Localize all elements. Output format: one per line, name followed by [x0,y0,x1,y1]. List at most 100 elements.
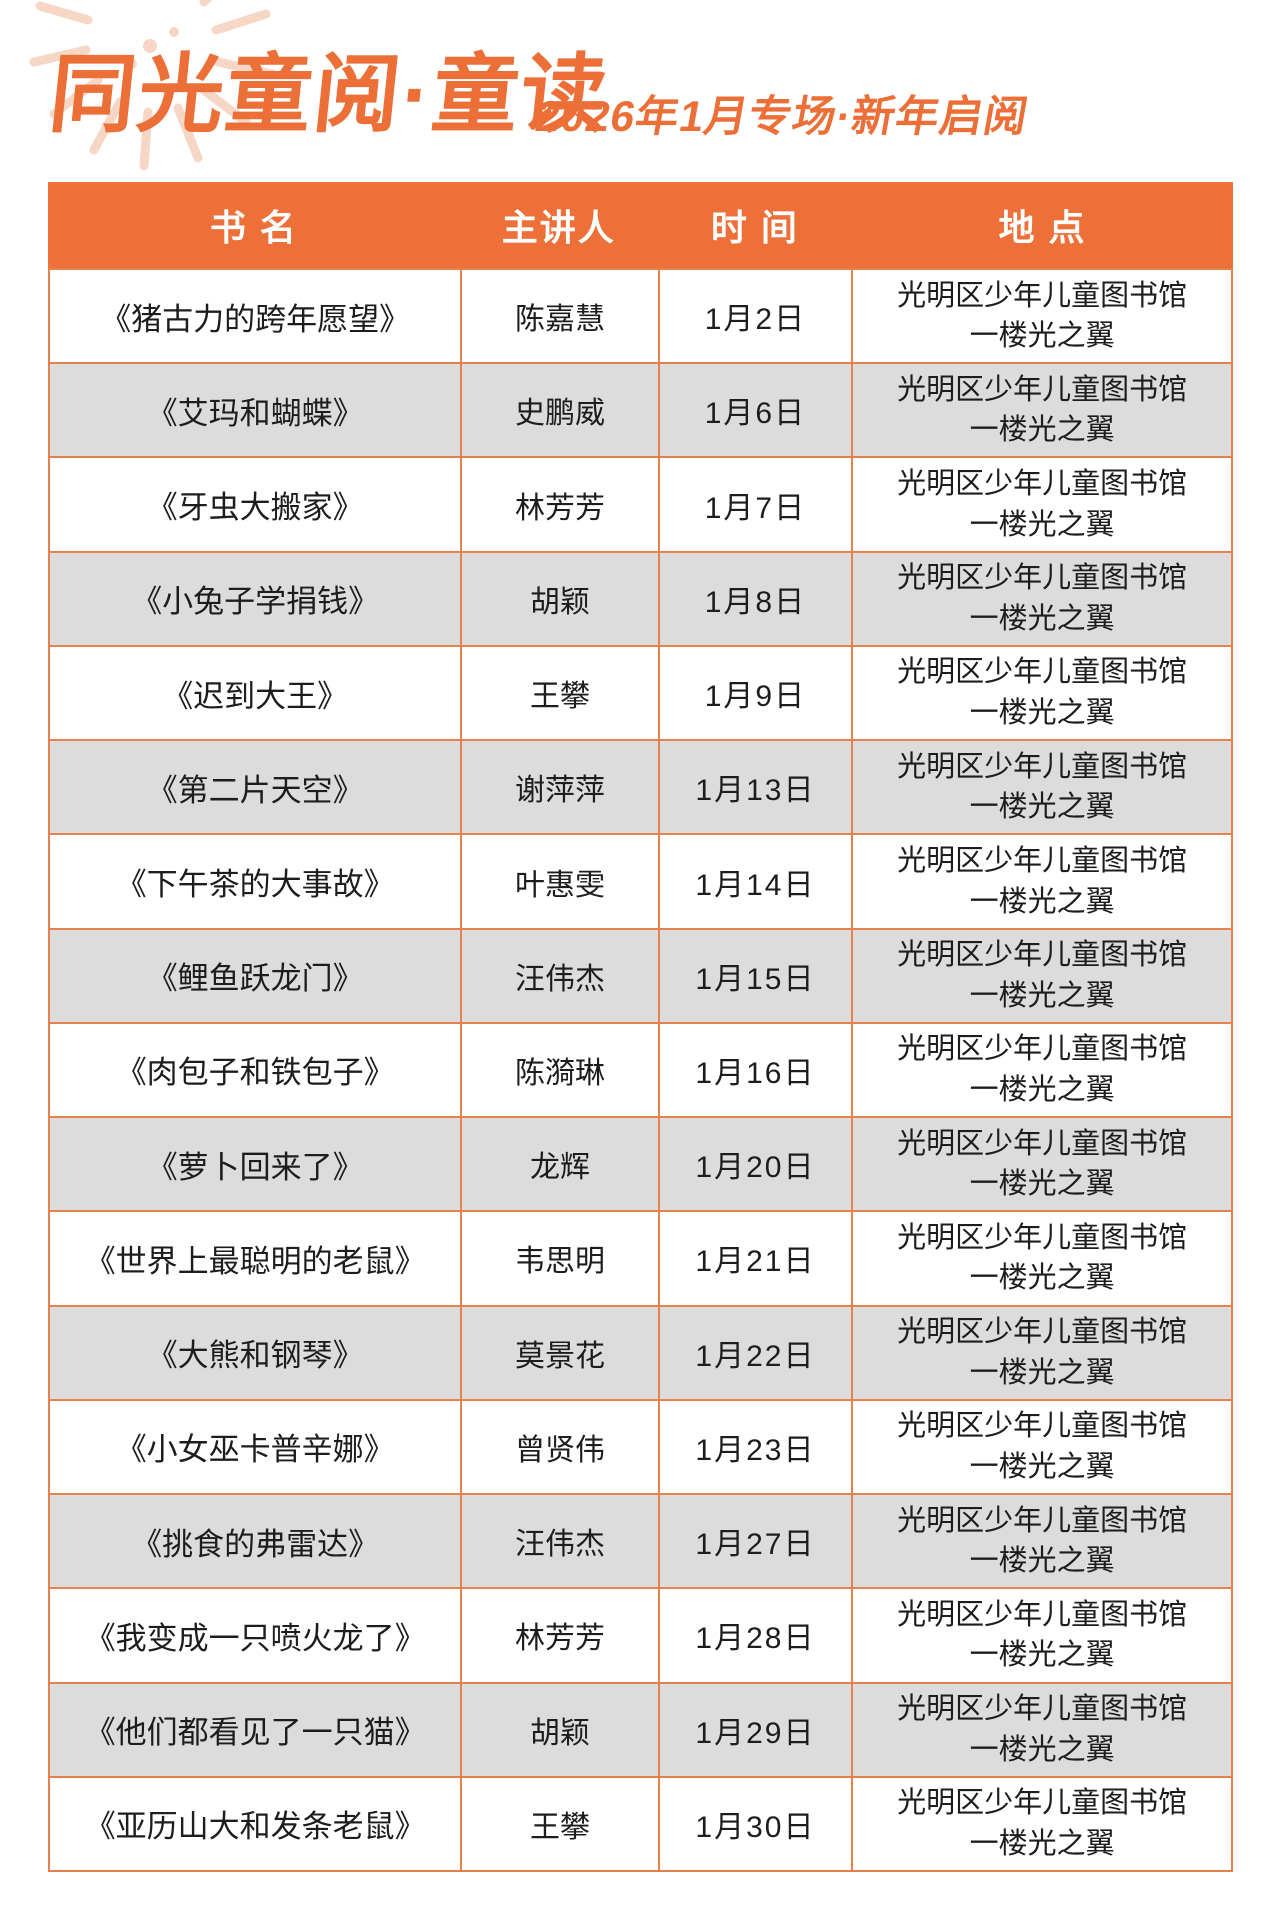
location-line-1: 光明区少年儿童图书馆 [897,656,1188,689]
speaker-cell: 莫景花 [460,1306,657,1399]
table-row: 《小女巫卡普辛娜》 曾贤伟 1月23日 光明区少年儿童图书馆 一楼光之翼 [50,1398,1231,1494]
location-line-2: 一楼光之翼 [969,1545,1115,1578]
header-time: 时 间 [710,207,799,248]
location-cell: 光明区少年儿童图书馆 一楼光之翼 [851,1589,1231,1682]
location-line-1: 光明区少年儿童图书馆 [897,1127,1188,1160]
location-line-1: 光明区少年儿童图书馆 [897,1410,1188,1443]
location-line-2: 一楼光之翼 [969,697,1115,730]
date-cell: 1月15日 [657,929,852,1022]
location-line-1: 光明区少年儿童图书馆 [897,844,1188,877]
location-line-2: 一楼光之翼 [969,885,1115,918]
date-cell: 1月21日 [657,1212,852,1305]
book-title-cell: 《亚历山大和发条老鼠》 [84,1809,426,1845]
location-cell: 光明区少年儿童图书馆 一楼光之翼 [851,929,1231,1022]
header-location: 地 点 [998,207,1087,248]
location-cell: 光明区少年儿童图书馆 一楼光之翼 [851,1306,1231,1399]
book-title-cell: 《世界上最聪明的老鼠》 [84,1243,426,1279]
location-line-2: 一楼光之翼 [969,1073,1115,1106]
location-line-2: 一楼光之翼 [969,602,1115,635]
book-title-cell: 《他们都看见了一只猫》 [84,1715,426,1751]
table-row: 《世界上最聪明的老鼠》 韦思明 1月21日 光明区少年儿童图书馆 一楼光之翼 [50,1210,1231,1305]
date-cell: 1月13日 [657,741,852,834]
location-cell: 光明区少年儿童图书馆 一楼光之翼 [851,741,1231,834]
location-line-2: 一楼光之翼 [969,1733,1115,1766]
speaker-cell: 汪伟杰 [460,929,657,1022]
date-cell: 1月9日 [657,646,852,740]
location-cell: 光明区少年儿童图书馆 一楼光之翼 [851,1118,1231,1211]
speaker-cell: 胡颖 [460,552,657,645]
table-row: 《小兔子学捐钱》 胡颖 1月8日 光明区少年儿童图书馆 一楼光之翼 [50,550,1231,645]
location-line-2: 一楼光之翼 [969,1639,1115,1672]
location-line-1: 光明区少年儿童图书馆 [897,1598,1188,1631]
date-cell: 1月28日 [657,1589,852,1682]
table-row: 《第二片天空》 谢萍萍 1月13日 光明区少年儿童图书馆 一楼光之翼 [50,739,1231,834]
page-subtitle: 2026年1月专场·新年启阅 [531,93,1033,141]
date-cell: 1月20日 [657,1118,852,1211]
date-cell: 1月22日 [657,1306,852,1399]
table-row: 《挑食的弗雷达》 汪伟杰 1月27日 光明区少年儿童图书馆 一楼光之翼 [50,1493,1231,1588]
location-line-1: 光明区少年儿童图书馆 [897,1033,1188,1066]
location-cell: 光明区少年儿童图书馆 一楼光之翼 [851,1495,1231,1588]
location-cell: 光明区少年儿童图书馆 一楼光之翼 [851,270,1231,363]
speaker-cell: 王攀 [460,646,657,740]
location-cell: 光明区少年儿童图书馆 一楼光之翼 [851,1777,1231,1870]
speaker-cell: 史鹏威 [460,364,657,457]
date-cell: 1月7日 [657,458,852,551]
speaker-cell: 曾贤伟 [460,1400,657,1494]
book-title-cell: 《我变成一只喷火龙了》 [84,1620,426,1656]
book-title-cell: 《小女巫卡普辛娜》 [115,1432,395,1468]
location-line-1: 光明区少年儿童图书馆 [897,1221,1188,1254]
location-cell: 光明区少年儿童图书馆 一楼光之翼 [851,835,1231,928]
table-row: 《牙虫大搬家》 林芳芳 1月7日 光明区少年儿童图书馆 一楼光之翼 [50,456,1231,551]
table-header-row: 书 名 主讲人 时 间 地 点 [48,182,1233,268]
location-line-2: 一楼光之翼 [969,1262,1115,1295]
location-line-2: 一楼光之翼 [969,508,1115,541]
table-row: 《他们都看见了一只猫》 胡颖 1月29日 光明区少年儿童图书馆 一楼光之翼 [50,1681,1231,1776]
location-line-2: 一楼光之翼 [969,1356,1115,1389]
date-cell: 1月29日 [657,1683,852,1776]
date-cell: 1月8日 [657,552,852,645]
book-title-cell: 《肉包子和铁包子》 [115,1055,395,1091]
date-cell: 1月16日 [657,1023,852,1117]
book-title-cell: 《艾玛和蝴蝶》 [146,395,364,431]
location-line-2: 一楼光之翼 [969,1168,1115,1201]
header-speaker: 主讲人 [501,207,616,248]
speaker-cell: 汪伟杰 [460,1495,657,1588]
table-row: 《下午茶的大事故》 叶惠雯 1月14日 光明区少年儿童图书馆 一楼光之翼 [50,833,1231,928]
table-row: 《猪古力的跨年愿望》 陈嘉慧 1月2日 光明区少年儿童图书馆 一楼光之翼 [50,268,1231,363]
location-line-1: 光明区少年儿童图书馆 [897,373,1188,406]
speaker-cell: 韦思明 [460,1212,657,1305]
speaker-cell: 胡颖 [460,1683,657,1776]
location-line-1: 光明区少年儿童图书馆 [897,1316,1188,1349]
location-cell: 光明区少年儿童图书馆 一楼光之翼 [851,646,1231,740]
location-line-2: 一楼光之翼 [969,1827,1115,1860]
speaker-cell: 林芳芳 [460,1589,657,1682]
location-line-1: 光明区少年儿童图书馆 [897,750,1188,783]
book-title-cell: 《萝卜回来了》 [146,1149,364,1185]
date-cell: 1月2日 [657,270,852,363]
speaker-cell: 叶惠雯 [460,835,657,928]
date-cell: 1月27日 [657,1495,852,1588]
speaker-cell: 陈漪琳 [460,1023,657,1117]
book-title-cell: 《牙虫大搬家》 [146,490,364,526]
location-line-2: 一楼光之翼 [969,414,1115,447]
location-cell: 光明区少年儿童图书馆 一楼光之翼 [851,364,1231,457]
book-title-cell: 《猪古力的跨年愿望》 [100,301,411,337]
table-row: 《我变成一只喷火龙了》 林芳芳 1月28日 光明区少年儿童图书馆 一楼光之翼 [50,1587,1231,1682]
location-cell: 光明区少年儿童图书馆 一楼光之翼 [851,458,1231,551]
book-title-cell: 《挑食的弗雷达》 [131,1526,380,1562]
location-line-1: 光明区少年儿童图书馆 [897,1787,1188,1820]
speaker-cell: 龙辉 [460,1118,657,1211]
book-title-cell: 《第二片天空》 [146,772,364,808]
book-title-cell: 《大熊和钢琴》 [146,1338,364,1374]
date-cell: 1月23日 [657,1400,852,1494]
speaker-cell: 陈嘉慧 [460,270,657,363]
location-line-2: 一楼光之翼 [969,1450,1115,1483]
table-body: 《猪古力的跨年愿望》 陈嘉慧 1月2日 光明区少年儿童图书馆 一楼光之翼 《艾玛… [48,268,1233,1872]
location-line-1: 光明区少年儿童图书馆 [897,939,1188,972]
date-cell: 1月14日 [657,835,852,928]
speaker-cell: 林芳芳 [460,458,657,551]
table-row: 《鲤鱼跃龙门》 汪伟杰 1月15日 光明区少年儿童图书馆 一楼光之翼 [50,927,1231,1022]
date-cell: 1月30日 [657,1777,852,1870]
